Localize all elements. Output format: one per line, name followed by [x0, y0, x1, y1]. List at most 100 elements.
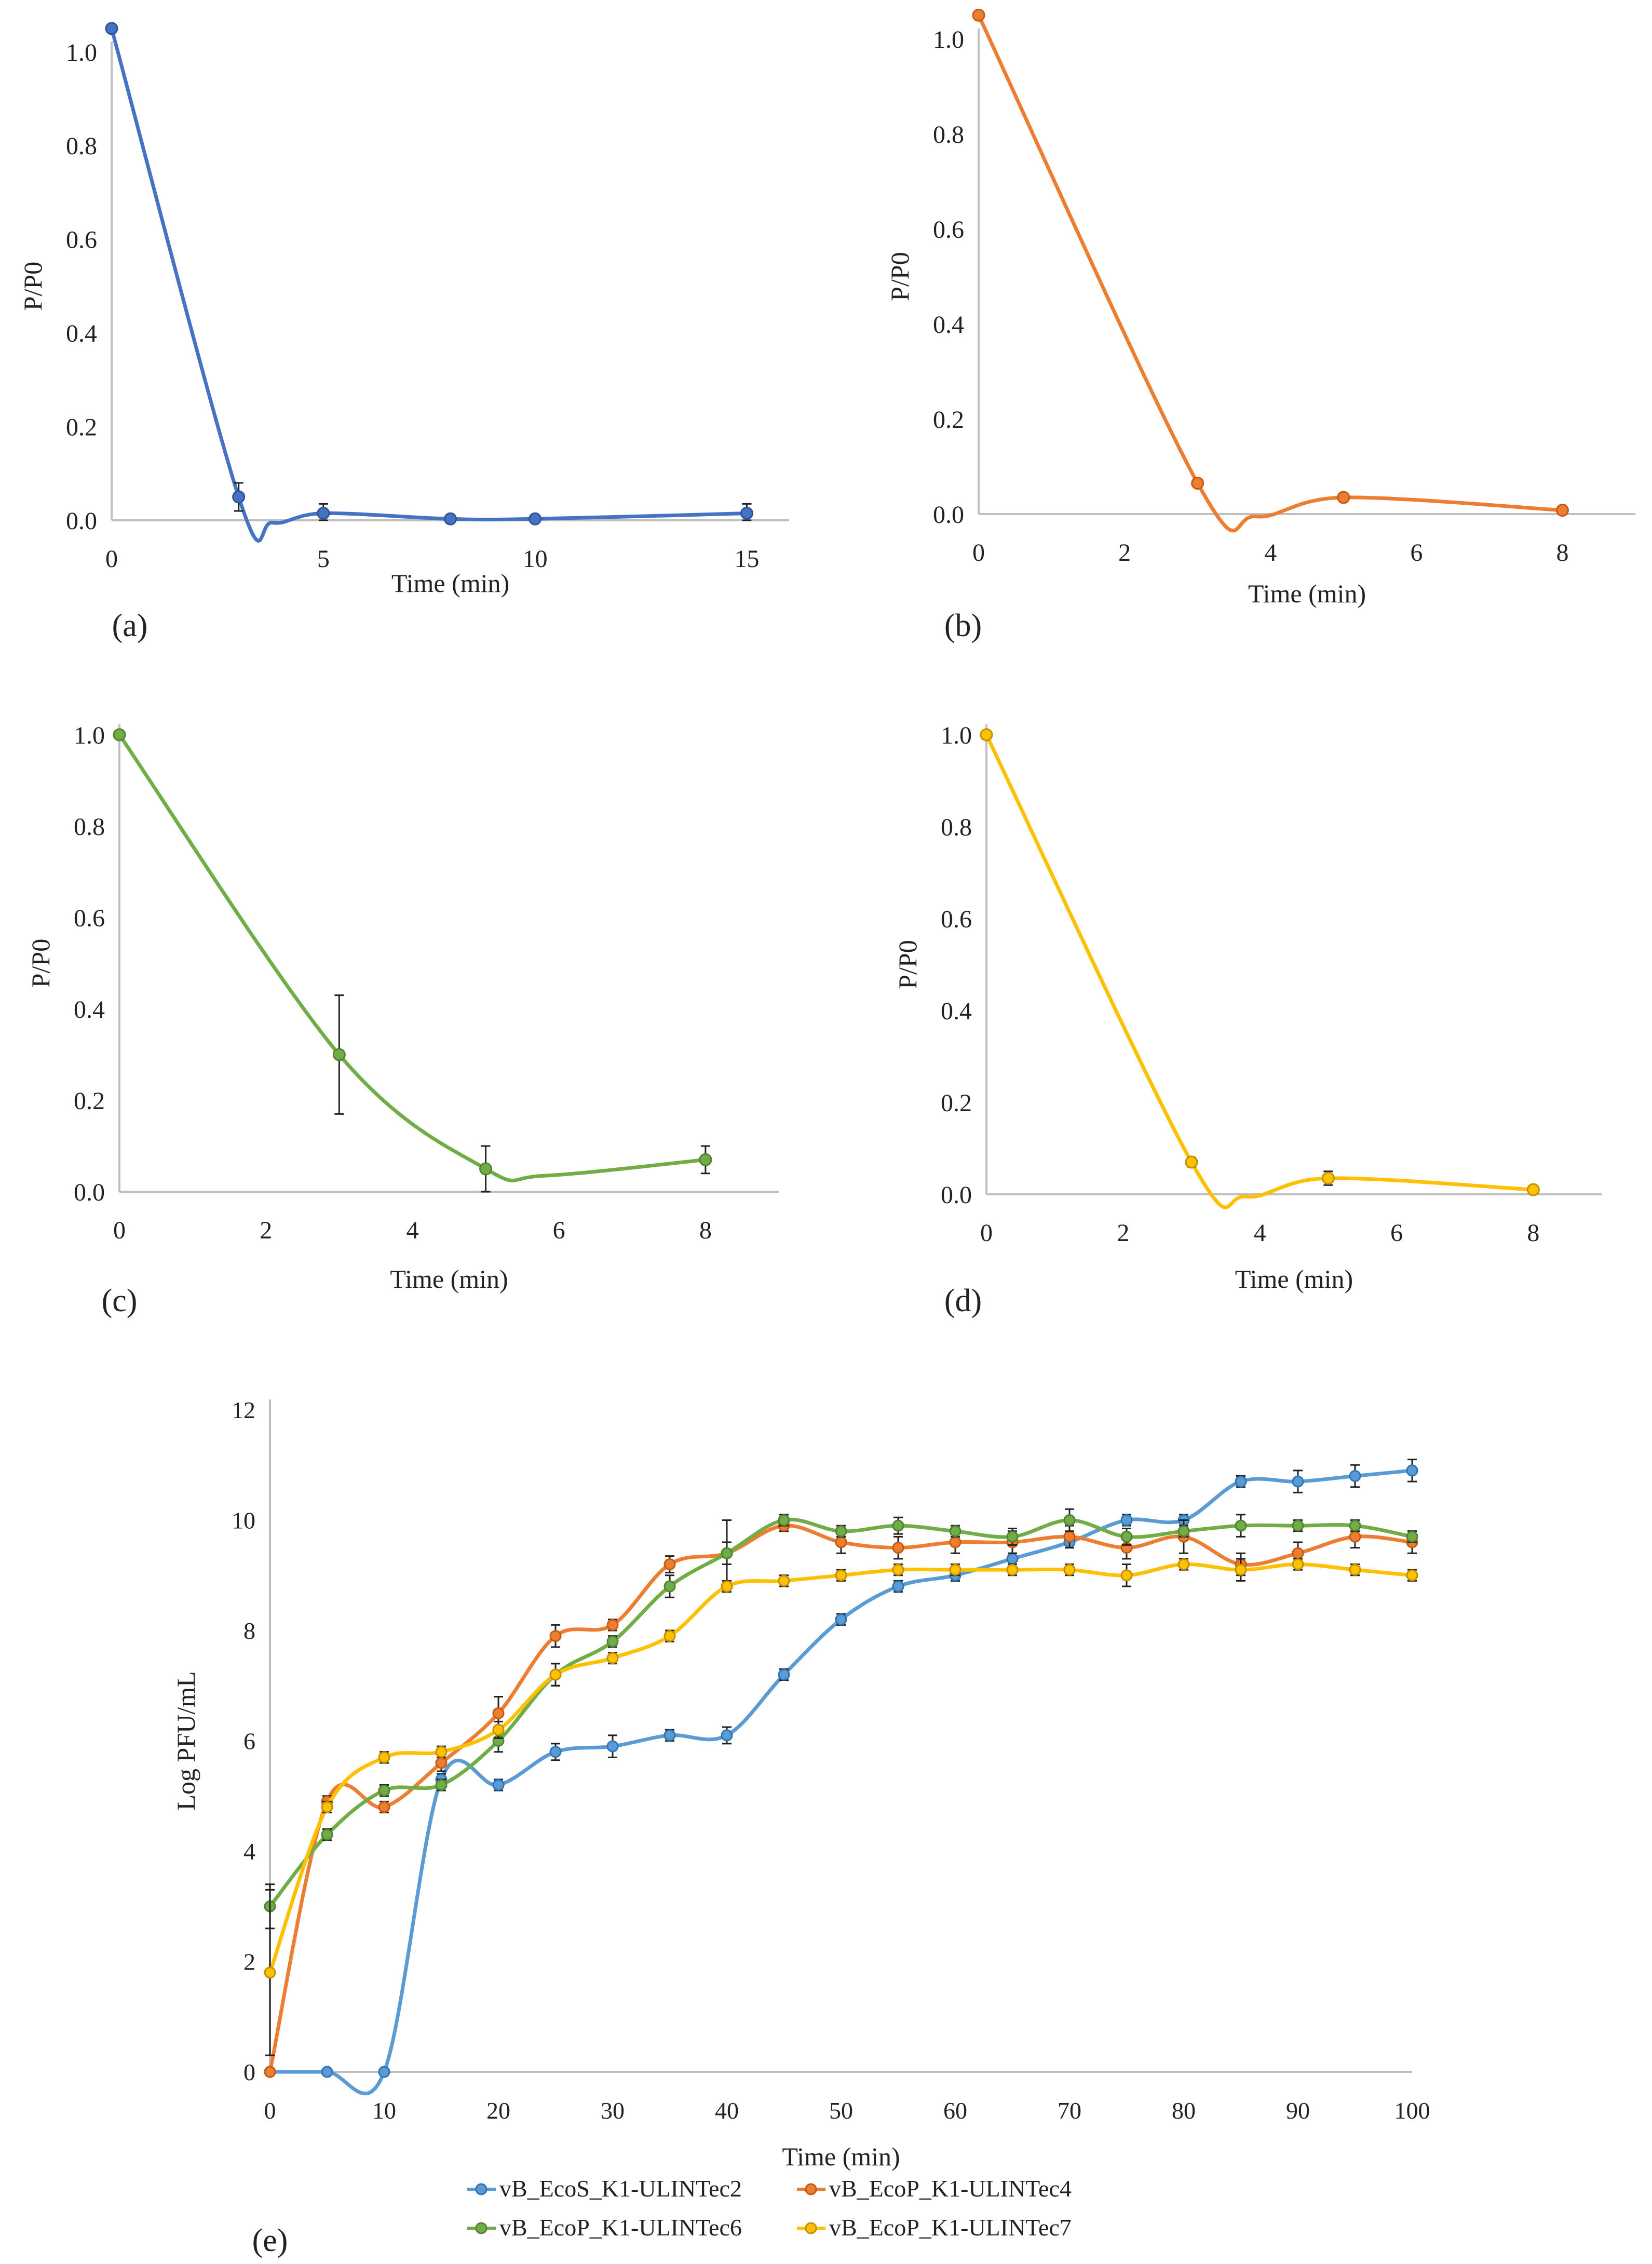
- y-tick-label: 8: [243, 1618, 255, 1644]
- legend-entry: vB_EcoP_K1-ULINTec7: [829, 2214, 1072, 2241]
- data-point: [663, 1558, 676, 1570]
- data-point: [1235, 1564, 1247, 1576]
- data-point: [378, 1801, 390, 1813]
- y-tick-label: 0.4: [66, 320, 97, 347]
- y-tick-label: 0.8: [66, 132, 97, 160]
- data-point: [1349, 1470, 1361, 1482]
- data-point: [835, 1536, 847, 1548]
- data-point: [663, 1580, 676, 1593]
- y-tick-label: 1.0: [941, 722, 972, 749]
- chart-d: 0.0 0.2 0.4 0.6 0.8 1.0 0 2 4 6 8 Time (min) P/P0 (d): [893, 722, 1602, 1318]
- x-tick-label: 8: [1556, 539, 1568, 567]
- data-point: [1292, 1558, 1304, 1570]
- x-tick-label: 6: [1390, 1219, 1403, 1247]
- series-vB_EcoP_K1-ULINTec7: [264, 1558, 1418, 2056]
- panel-label: (d): [944, 1283, 982, 1318]
- data-point: [1185, 1155, 1198, 1169]
- data-point: [1006, 1553, 1019, 1565]
- y-tick-label: 0.2: [933, 406, 964, 434]
- x-tick-label: 70: [1058, 2097, 1081, 2124]
- x-tick-label: 0: [980, 1219, 993, 1247]
- data-point: [1292, 1547, 1304, 1559]
- x-tick-label: 100: [1394, 2097, 1430, 2124]
- data-point: [892, 1580, 904, 1593]
- series-line: [268, 1524, 1414, 2074]
- data-point: [1349, 1564, 1361, 1576]
- data-point: [1406, 1464, 1418, 1477]
- series-line: [977, 13, 1564, 533]
- y-tick-label: 0.6: [66, 226, 97, 254]
- data-point: [721, 1729, 733, 1742]
- y-tick-label: 0.6: [941, 906, 972, 933]
- data-point: [435, 1746, 448, 1758]
- data-point: [606, 1635, 619, 1648]
- y-axis-title: P/P0: [893, 940, 922, 989]
- x-tick-label: 0: [113, 1217, 126, 1244]
- x-tick-label: 8: [1527, 1219, 1539, 1247]
- y-tick-label: 1.0: [66, 39, 97, 66]
- data-point: [1349, 1530, 1361, 1543]
- legend: vB_EcoS_K1-ULINTec2 vB_EcoP_K1-ULINTec4 vB…: [467, 2175, 1072, 2241]
- data-point: [1177, 1525, 1190, 1538]
- x-axis-title: Time (min): [390, 1264, 508, 1293]
- data-point: [1555, 504, 1569, 517]
- x-tick-label: 4: [1254, 1219, 1266, 1247]
- data-point: [606, 1740, 619, 1753]
- legend-entry: vB_EcoP_K1-ULINTec4: [829, 2175, 1072, 2202]
- x-tick-label: 10: [523, 545, 548, 573]
- data-point: [1235, 1475, 1247, 1488]
- data-point: [378, 2066, 390, 2078]
- series-vB_EcoP_K1-ULINTec4: [264, 1519, 1418, 2078]
- y-tick-label: 0.4: [74, 996, 105, 1023]
- legend-entry: vB_EcoS_K1-ULINTec2: [499, 2175, 742, 2202]
- y-tick-label: 0.4: [941, 998, 972, 1025]
- data-point: [721, 1547, 733, 1559]
- data-point: [892, 1542, 904, 1554]
- data-point: [835, 1569, 847, 1582]
- series-vB_EcoP_K1-ULINTec6: [264, 1508, 1418, 1930]
- data-point: [1063, 1514, 1076, 1526]
- data-point: [1063, 1530, 1076, 1543]
- data-point: [835, 1613, 847, 1626]
- data-point: [378, 1751, 390, 1763]
- x-tick-label: 60: [943, 2097, 967, 2124]
- data-point: [663, 1729, 676, 1742]
- x-tick-label: 40: [715, 2097, 739, 2124]
- data-point: [778, 1514, 790, 1526]
- series-line: [110, 26, 749, 543]
- y-tick-label: 2: [243, 1949, 255, 1975]
- x-axis-title: Time (min): [1235, 1264, 1353, 1293]
- legend-swatch-marker: [475, 2222, 488, 2234]
- data-point: [529, 512, 542, 525]
- data-point: [778, 1574, 790, 1587]
- data-point: [492, 1723, 505, 1736]
- x-tick-label: 0: [264, 2097, 276, 2124]
- x-tick-label: 0: [105, 545, 118, 573]
- data-point: [835, 1525, 847, 1538]
- y-tick-label: 0.0: [941, 1181, 972, 1209]
- y-tick-label: 0.2: [941, 1089, 972, 1117]
- data-point: [435, 1779, 448, 1791]
- x-tick-label: 6: [1410, 539, 1423, 567]
- x-tick-label: 10: [372, 2097, 396, 2124]
- data-point: [549, 1746, 562, 1758]
- panel-label: (e): [252, 2223, 288, 2258]
- data-point: [321, 1828, 333, 1841]
- x-tick-label: 8: [699, 1217, 712, 1244]
- series-line: [984, 733, 1535, 1209]
- data-point: [949, 1525, 962, 1538]
- data-point: [264, 2066, 276, 2078]
- data-point: [1191, 477, 1204, 490]
- data-point: [264, 1966, 276, 1979]
- data-point: [1177, 1558, 1190, 1570]
- data-point: [1120, 1530, 1133, 1543]
- y-tick-label: 6: [243, 1728, 255, 1755]
- y-tick-label: 0: [243, 2059, 255, 2085]
- data-point: [606, 1619, 619, 1631]
- x-tick-label: 5: [317, 545, 330, 573]
- x-tick-label: 2: [1118, 539, 1131, 567]
- data-point: [699, 1153, 712, 1166]
- x-tick-label: 15: [734, 545, 759, 573]
- y-tick-label: 0.8: [941, 814, 972, 841]
- x-tick-label: 30: [601, 2097, 625, 2124]
